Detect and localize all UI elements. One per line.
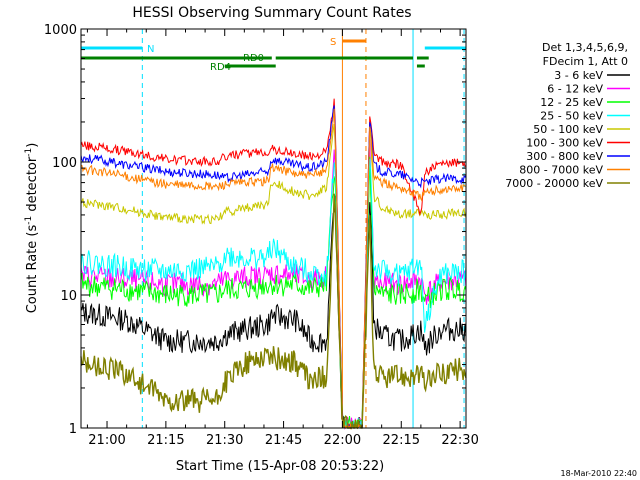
series-line-6 bbox=[80, 105, 467, 430]
legend-label-1: 6 - 12 keV bbox=[547, 83, 603, 96]
y-tick-label: 1000 bbox=[44, 23, 77, 38]
annotations: N S RD0 RD4 bbox=[80, 29, 466, 428]
x-tick-label: 21:45 bbox=[265, 433, 302, 448]
y-tick-label: 10 bbox=[60, 289, 77, 304]
n-label: N bbox=[147, 44, 154, 55]
legend-label-7: 800 - 7000 keV bbox=[519, 164, 603, 177]
legend-label-4: 50 - 100 keV bbox=[533, 123, 603, 136]
y-axis-label-sup1: -1 bbox=[24, 216, 34, 225]
legend-header-2: FDecim 1, Att 0 bbox=[543, 55, 628, 68]
chart-title: HESSI Observing Summary Count Rates bbox=[132, 5, 411, 21]
legend-label-0: 3 - 6 keV bbox=[554, 69, 603, 82]
y-axis-label: Count Rate (s-1 detector-1) bbox=[24, 143, 40, 314]
x-tick-label: 21:00 bbox=[88, 433, 125, 448]
y-axis-label-main: Count Rate (s bbox=[25, 225, 40, 314]
x-tick-label: 21:30 bbox=[206, 433, 243, 448]
series-line-0 bbox=[80, 195, 467, 429]
series-line-2 bbox=[80, 156, 467, 429]
y-axis-label-sup2: -1 bbox=[24, 148, 34, 157]
x-axis-label: Start Time (15-Apr-08 20:53:22) bbox=[176, 459, 384, 474]
legend-label-3: 25 - 50 keV bbox=[540, 110, 603, 123]
legend-label-8: 7000 - 20000 keV bbox=[505, 177, 603, 190]
series-line-3 bbox=[80, 159, 467, 429]
series-line-5 bbox=[80, 98, 467, 429]
legend-label-2: 12 - 25 keV bbox=[540, 96, 603, 109]
series-line-1 bbox=[80, 139, 467, 430]
x-tick-label: 21:15 bbox=[147, 433, 184, 448]
x-tick-label: 22:00 bbox=[324, 433, 361, 448]
plot-frame bbox=[80, 28, 467, 429]
x-tick-label: 22:30 bbox=[441, 433, 478, 448]
footer-timestamp: 18-Mar-2010 22:40 bbox=[561, 469, 638, 478]
y-axis-label-mid: detector bbox=[25, 156, 40, 216]
legend-label-6: 300 - 800 keV bbox=[526, 150, 603, 163]
series-line-8 bbox=[80, 193, 467, 430]
rd4-label: RD4 bbox=[210, 62, 231, 73]
s-label: S bbox=[330, 37, 336, 48]
y-axis-label-end: ) bbox=[25, 143, 40, 148]
y-tick-label: 100 bbox=[52, 156, 77, 171]
series-line-7 bbox=[80, 108, 467, 430]
rd0-label: RD0 bbox=[243, 53, 264, 64]
series-line-4 bbox=[80, 123, 467, 430]
x-tick-label: 22:15 bbox=[383, 433, 420, 448]
legend-label-5: 100 - 300 keV bbox=[526, 137, 603, 150]
series-layer bbox=[80, 98, 467, 430]
legend-header-1: Det 1,3,4,5,6,9, bbox=[542, 41, 628, 54]
axes: 21:00 21:15 21:30 21:45 22:00 22:15 22:30 1 10 10… bbox=[44, 23, 479, 448]
y-tick-label: 1 bbox=[69, 422, 77, 437]
